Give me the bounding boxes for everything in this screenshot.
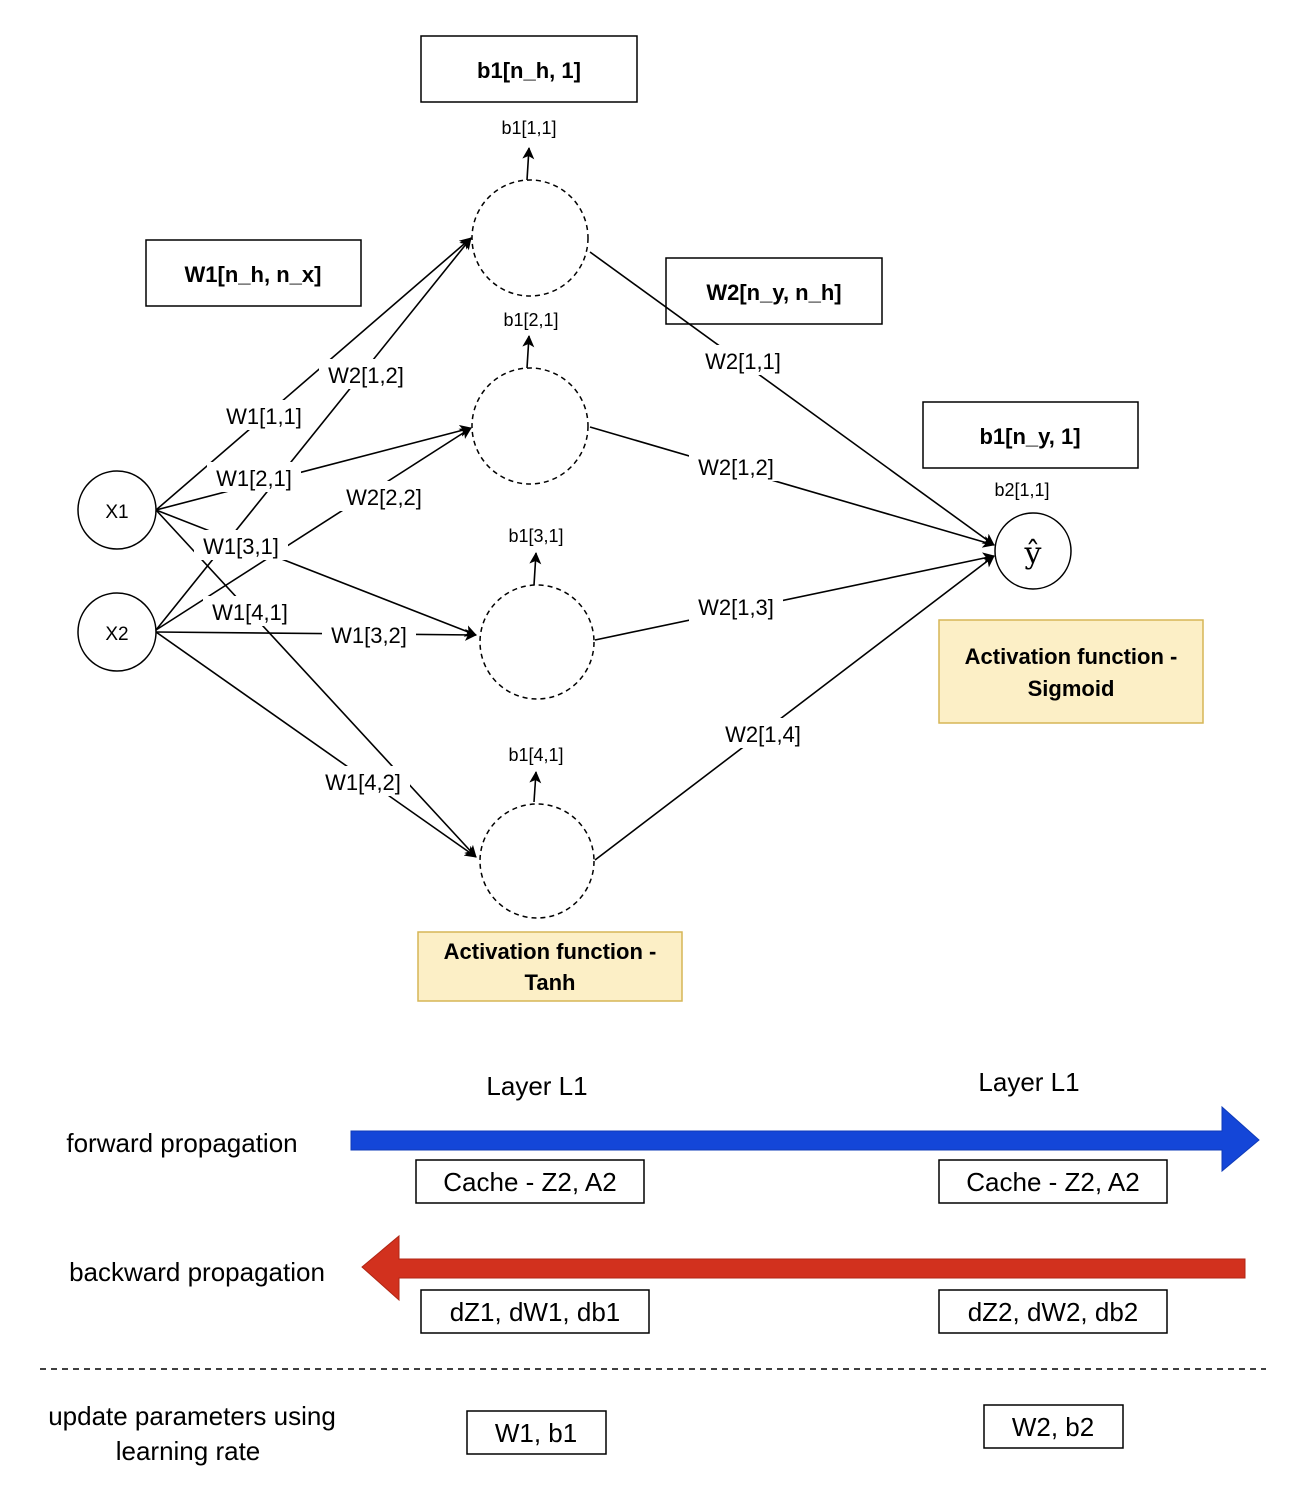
svg-text:ŷ: ŷ <box>1024 536 1042 571</box>
update-label-line1: update parameters using <box>48 1401 336 1431</box>
hidden-node-1 <box>471 179 589 297</box>
svg-text:Activation function -: Activation function - <box>965 644 1178 669</box>
update-label-line2: learning rate <box>116 1436 261 1466</box>
svg-text:Activation function -: Activation function - <box>444 939 657 964</box>
backward-arrow <box>361 1234 1246 1302</box>
svg-text:W1, b1: W1, b1 <box>495 1418 577 1448</box>
edge-labels: W1[1,1] W2[1,2] W1[2,1] W2[2,2] W1[3,1] … <box>194 345 810 796</box>
bias-label-out: b2[1,1] <box>994 480 1049 500</box>
cache-box-right: Cache - Z2, A2 <box>938 1159 1168 1204</box>
edge-x1-h2 <box>155 424 472 511</box>
bias-label-h3: b1[3,1] <box>508 526 563 546</box>
edge-label-w2-14: W2[1,4] <box>725 722 801 747</box>
forward-arrow <box>350 1105 1260 1173</box>
edge-h2-out <box>589 426 995 548</box>
edge-h1-out <box>589 251 995 546</box>
b1-hidden-shape-label: b1[n_h, 1] <box>477 58 581 83</box>
update-box-left: W1, b1 <box>466 1410 607 1455</box>
layer-label-right: Layer L1 <box>978 1067 1079 1097</box>
edge-h3-out <box>594 552 995 641</box>
activation-note-sigmoid: Activation function - Sigmoid <box>938 619 1204 724</box>
svg-text:dZ2, dW2, db2: dZ2, dW2, db2 <box>968 1297 1139 1327</box>
input-node-x2: X2 <box>77 592 157 672</box>
svg-text:Cache - Z2, A2: Cache - Z2, A2 <box>443 1167 616 1197</box>
svg-text:X2: X2 <box>105 624 128 645</box>
grads-box-left: dZ1, dW1, db1 <box>420 1289 650 1334</box>
activation-note-tanh: Activation function - Tanh <box>417 931 683 1002</box>
edge-label-w1-42: W1[4,2] <box>325 770 401 795</box>
b1-hidden-shape-box: b1[n_h, 1] <box>420 35 638 103</box>
cache-box-left: Cache - Z2, A2 <box>415 1159 645 1204</box>
svg-text:Sigmoid: Sigmoid <box>1028 676 1115 701</box>
output-node-yhat: ŷ <box>994 512 1072 590</box>
svg-text:X1: X1 <box>105 502 128 523</box>
edge-label-w2-11: W2[1,1] <box>705 349 781 374</box>
svg-text:dZ1, dW1, db1: dZ1, dW1, db1 <box>450 1297 621 1327</box>
edge-x2-h3 <box>155 628 477 641</box>
bias-label-h2: b1[2,1] <box>503 310 558 330</box>
hidden-node-2 <box>471 367 589 485</box>
edge-h4-out <box>594 555 995 861</box>
edge-label-w1-41: W1[4,1] <box>212 600 288 625</box>
edge-label-w2-22-left: W2[2,2] <box>346 485 422 510</box>
edge-label-w1-21: W1[2,1] <box>216 466 292 491</box>
b-out-shape-box: b1[n_y, 1] <box>922 401 1139 469</box>
grads-box-right: dZ2, dW2, db2 <box>938 1289 1168 1334</box>
edges-layer2 <box>589 251 995 861</box>
layer-label-left: Layer L1 <box>486 1071 587 1101</box>
w1-shape-box: W1[n_h, n_x] <box>145 239 362 307</box>
edge-label-w1-31: W1[3,1] <box>203 534 279 559</box>
edge-label-w2-12: W2[1,2] <box>698 455 774 480</box>
b-out-shape-label: b1[n_y, 1] <box>979 424 1080 449</box>
edge-x2-h4 <box>155 631 477 858</box>
svg-text:W2, b2: W2, b2 <box>1012 1412 1094 1442</box>
edge-label-w1-32: W1[3,2] <box>331 623 407 648</box>
bias-arrows <box>522 147 542 803</box>
svg-text:Cache - Z2, A2: Cache - Z2, A2 <box>966 1167 1139 1197</box>
bias-label-h4: b1[4,1] <box>508 745 563 765</box>
hidden-node-4 <box>479 803 595 919</box>
w2-shape-box: W2[n_y, n_h] <box>665 257 883 325</box>
input-node-x1: X1 <box>77 470 157 550</box>
edge-label-w1-11: W1[1,1] <box>226 404 302 429</box>
edge-x2-h1 <box>155 237 472 631</box>
svg-text:Tanh: Tanh <box>525 970 576 995</box>
edge-label-w2-13: W2[1,3] <box>698 595 774 620</box>
hidden-node-3 <box>479 584 595 700</box>
update-box-right: W2, b2 <box>983 1404 1124 1449</box>
forward-propagation-label: forward propagation <box>66 1128 297 1158</box>
backward-propagation-label: backward propagation <box>69 1257 325 1287</box>
w1-shape-label: W1[n_h, n_x] <box>185 262 322 287</box>
edge-label-w2-12-left: W2[1,2] <box>328 363 404 388</box>
w2-shape-label: W2[n_y, n_h] <box>706 280 841 305</box>
bias-label-h1: b1[1,1] <box>501 118 556 138</box>
edge-x1-h4 <box>155 509 477 858</box>
